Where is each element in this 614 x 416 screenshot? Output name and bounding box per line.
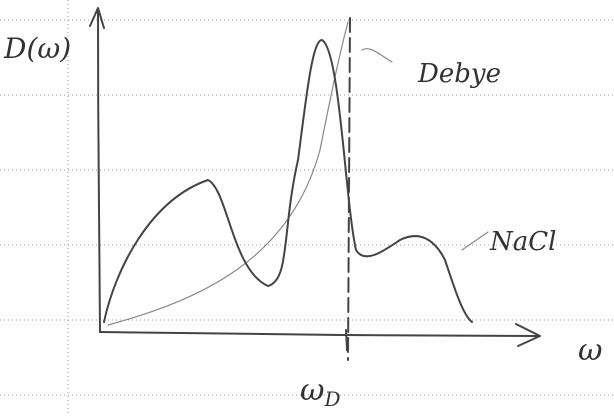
cutoff-symbol: ω [300, 373, 324, 408]
y-axis [89, 7, 105, 333]
y-axis-label: D(ω) [3, 32, 71, 65]
debye-curve [107, 21, 349, 326]
debye-pointer [361, 48, 393, 63]
x-axis-label: ω [578, 333, 602, 368]
cutoff-tick [345, 329, 348, 351]
nacl-label: NaCl [489, 227, 556, 257]
x-axis [99, 323, 541, 347]
cutoff-subscript: D [323, 387, 340, 411]
cutoff-line [347, 17, 351, 361]
nacl-curve [103, 39, 473, 323]
nacl-pointer [461, 231, 489, 251]
cutoff-label: ωD [300, 373, 341, 411]
debye-label: Debye [417, 59, 501, 89]
